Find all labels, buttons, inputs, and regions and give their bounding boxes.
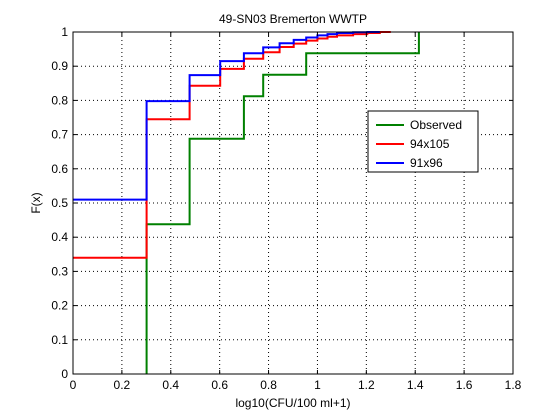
x-tick-label: 0.2 [114, 378, 131, 392]
x-tick-label: 1.2 [358, 378, 375, 392]
x-tick-label: 0.4 [162, 378, 179, 392]
y-tick-label: 0.5 [51, 196, 68, 210]
axis-ticks: 0 0.2 0.4 0.6 0.8 1 1.2 1.4 1.6 1.8 0 0.1 0.2 0.3 0.4 0… [51, 25, 521, 392]
y-tick-label: 0.2 [51, 299, 68, 313]
legend-label-1: Observed [410, 118, 462, 132]
y-tick-label: 0.7 [51, 128, 68, 142]
y-tick-label: 0.1 [51, 333, 68, 347]
y-tick-label: 0.8 [51, 93, 68, 107]
y-tick-label: 0.4 [51, 230, 68, 244]
series-line-3 [73, 31, 380, 201]
x-tick-label: 1.8 [505, 378, 522, 392]
series-lines [73, 31, 420, 374]
chart-title: 49-SN03 Bremerton WWTP [219, 12, 367, 26]
series-line-1 [145, 32, 420, 374]
x-tick-label: 0 [70, 378, 77, 392]
y-tick-label: 0.3 [51, 264, 68, 278]
y-tick-label: 0.6 [51, 162, 68, 176]
legend-label-2: 94x105 [410, 137, 450, 151]
x-tick-label: 1 [314, 378, 321, 392]
x-tick-label: 0.8 [260, 378, 277, 392]
legend-box [367, 110, 479, 173]
legend: Observed 94x105 91x96 [367, 110, 479, 173]
x-axis-label: log10(CFU/100 ml+1) [235, 396, 350, 410]
y-tick-label: 0 [61, 367, 68, 381]
y-tick-label: 0.9 [51, 59, 68, 73]
legend-label-3: 91x96 [410, 156, 443, 170]
y-tick-label: 1 [61, 25, 68, 39]
x-tick-label: 1.4 [407, 378, 424, 392]
y-axis-label: F(x) [29, 192, 43, 213]
grid-lines [73, 32, 513, 374]
x-tick-label: 0.6 [211, 378, 228, 392]
series-line-2 [73, 31, 391, 259]
x-tick-label: 1.6 [456, 378, 473, 392]
